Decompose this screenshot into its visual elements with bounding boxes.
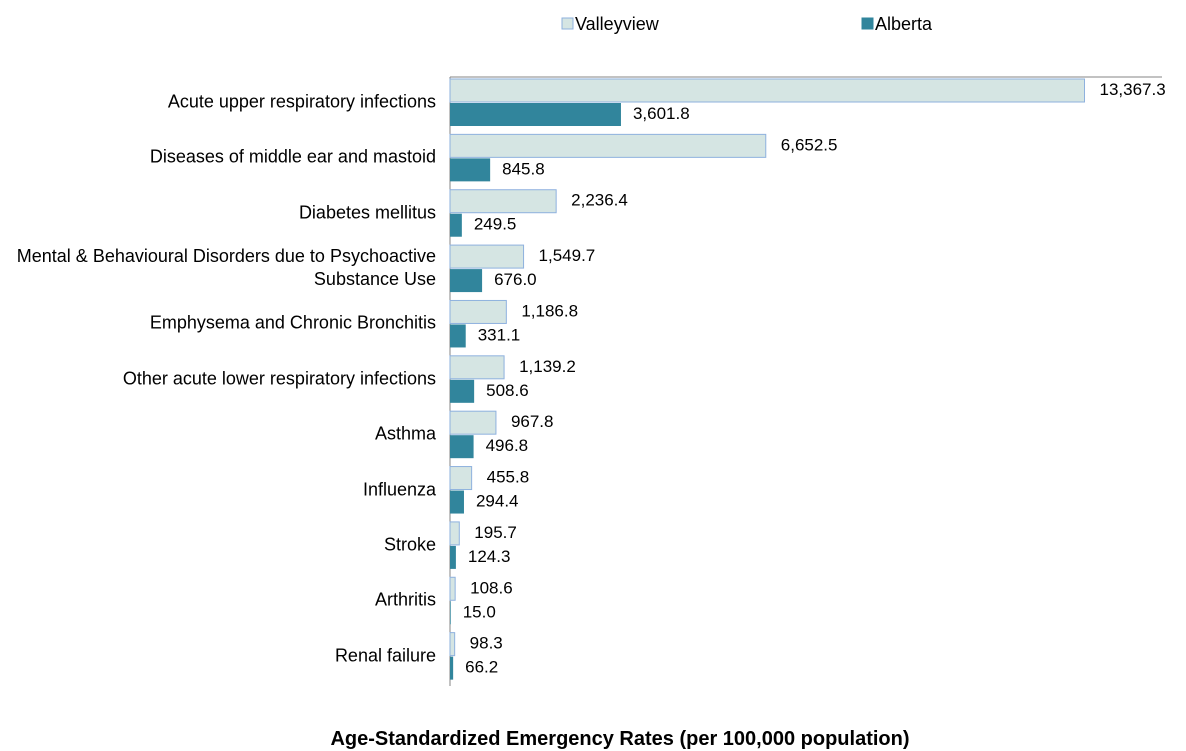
bar (450, 324, 466, 348)
bar (449, 78, 1086, 103)
bar (450, 269, 483, 293)
value-label: 676.0 (494, 270, 537, 289)
bar (450, 656, 454, 680)
bar (449, 632, 456, 657)
bar (450, 490, 464, 514)
value-label: 108.6 (470, 578, 513, 597)
value-label: 967.8 (511, 412, 554, 431)
y-tick-label: Asthma (374, 423, 436, 444)
value-label: 1,549.7 (539, 246, 596, 265)
value-label: 294.4 (476, 492, 519, 511)
bar (449, 133, 767, 158)
legend-swatch (561, 17, 574, 30)
bar (449, 355, 505, 380)
bar (450, 601, 451, 625)
value-label: 249.5 (474, 215, 517, 234)
y-tick-label: Diabetes mellitus (298, 202, 436, 223)
bar (449, 410, 497, 435)
y-tick-label: Influenza (362, 479, 436, 500)
value-label: 15.0 (463, 602, 496, 621)
bar (450, 103, 621, 126)
y-tick-label: Other acute lower respiratory infections (122, 368, 436, 389)
value-label: 331.1 (478, 325, 521, 344)
bar (449, 244, 525, 269)
y-tick-label: Mental & Behavioural Disorders due to Ps… (16, 246, 436, 290)
value-label: 3,601.8 (633, 104, 690, 123)
y-tick-label: Renal failure (334, 645, 436, 666)
bar (449, 521, 460, 546)
bar (450, 435, 474, 459)
bar (449, 466, 473, 491)
legend-label: Alberta (875, 14, 933, 34)
bar (449, 189, 557, 214)
legend-label: Valleyview (575, 14, 660, 34)
bar (449, 576, 456, 601)
bar (450, 213, 462, 237)
value-label: 496.8 (486, 436, 529, 455)
value-label: 1,186.8 (521, 301, 578, 320)
bar (450, 545, 456, 569)
bar (450, 379, 475, 403)
y-tick-label: Stroke (383, 534, 436, 555)
value-label: 508.6 (486, 381, 529, 400)
value-label: 13,367.3 (1100, 80, 1166, 99)
value-label: 66.2 (465, 658, 498, 677)
value-label: 98.3 (470, 634, 503, 653)
value-label: 1,139.2 (519, 357, 576, 376)
y-tick-label: Emphysema and Chronic Bronchitis (149, 312, 436, 333)
value-label: 2,236.4 (571, 191, 628, 210)
y-tick-label: Diseases of middle ear and mastoid (149, 146, 436, 167)
value-label: 455.8 (487, 468, 530, 487)
chart-title: Age-Standardized Emergency Rates (per 10… (330, 728, 910, 750)
value-label: 124.3 (468, 547, 511, 566)
value-label: 195.7 (474, 523, 517, 542)
bar (450, 158, 491, 182)
value-label: 6,652.5 (781, 135, 838, 154)
legend-swatch (861, 17, 874, 30)
bar (449, 299, 507, 324)
y-tick-label: Acute upper respiratory infections (167, 91, 436, 112)
value-label: 845.8 (502, 159, 545, 178)
y-tick-label: Arthritis (374, 589, 436, 610)
